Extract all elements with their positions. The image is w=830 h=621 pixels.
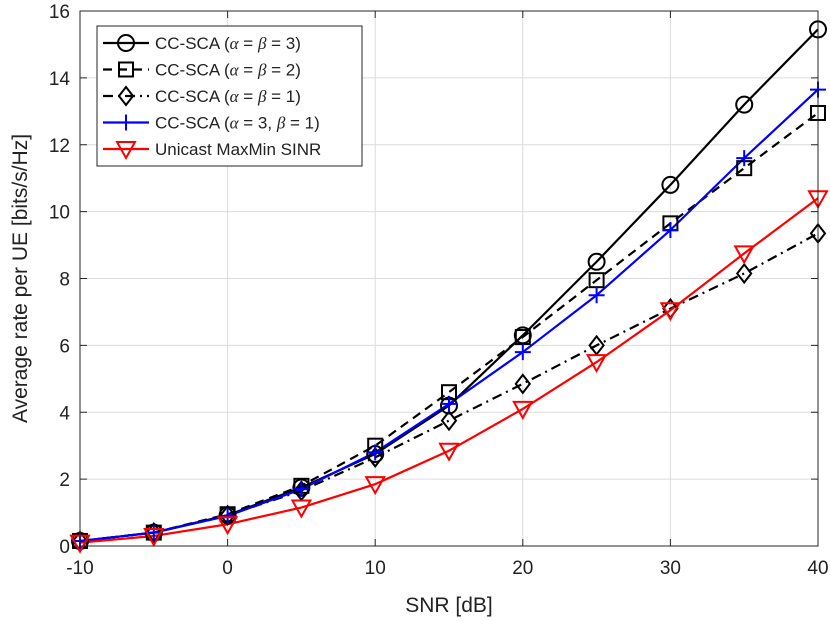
series-5-point: [733, 245, 755, 265]
x-tick-label: 0: [222, 558, 233, 579]
legend-label-1: CC-SCA (α = β = 3): [155, 34, 301, 53]
series-1-point: [587, 252, 606, 271]
x-tick-label: 40: [807, 558, 828, 579]
x-tick-label: 30: [660, 558, 681, 579]
legend: CC-SCA (α = β = 3) CC-SCA (α = β = 2) CC-S…: [96, 25, 363, 167]
x-tick-label: 20: [512, 558, 533, 579]
x-tick-label: 10: [365, 558, 386, 579]
series-5-point: [143, 527, 165, 548]
series-4-point: [145, 524, 162, 541]
x-axis-title: SNR [dB]: [405, 594, 493, 617]
legend-label-5: Unicast MaxMin SINR: [155, 140, 321, 159]
series-1-point: [661, 175, 680, 194]
series-4-point: [588, 287, 605, 304]
legend-marker-4: [118, 114, 134, 131]
series-4-point: [367, 444, 384, 461]
legend-marker-3: [117, 85, 135, 107]
legend-marker-5: [115, 141, 137, 161]
legend-marker-2: [118, 61, 134, 78]
series-4-point: [662, 222, 679, 239]
series-3-point: [440, 409, 458, 432]
legend-label-2: CC-SCA (α = β = 2): [155, 61, 301, 80]
y-tick-label: 8: [59, 270, 70, 291]
series-3-point: [735, 262, 753, 285]
series-3-point: [514, 373, 532, 395]
y-tick-label: 0: [59, 537, 70, 558]
series-2-point: [588, 272, 605, 289]
series-5-point: [290, 499, 313, 519]
legend-label-3: CC-SCA (α = β = 1): [155, 87, 301, 106]
series-1-point: [735, 95, 754, 114]
y-tick-label: 16: [49, 2, 70, 23]
series-5-point: [659, 302, 682, 322]
y-tick-label: 10: [49, 203, 70, 224]
y-tick-label: 12: [49, 136, 70, 157]
series-4-point: [293, 481, 310, 498]
series-4-point: [441, 395, 457, 412]
series-5-point: [512, 400, 534, 420]
series-2-point: [514, 329, 531, 346]
series-line-5: [79, 197, 819, 544]
x-tick-label: -10: [66, 558, 93, 579]
series-5-point: [585, 354, 608, 374]
y-tick-label: 14: [49, 69, 71, 90]
series-5-point: [216, 516, 239, 536]
series-line-3: [79, 232, 819, 543]
y-axis-title: Average rate per UE [bits/s/Hz]: [9, 134, 32, 423]
series-3-point: [219, 504, 236, 526]
legend-marker-1: [117, 34, 135, 52]
y-tick-label: 4: [59, 403, 70, 424]
y-tick-label: 6: [59, 336, 70, 357]
series-5-point: [364, 476, 386, 496]
y-tick-label: 2: [59, 470, 70, 491]
legend-label-4: CC-SCA (α = 3, β = 1): [155, 114, 320, 133]
series-3-point: [366, 446, 384, 469]
series-4-point: [736, 150, 753, 167]
series-5-point: [438, 442, 460, 462]
series-4-point: [514, 344, 531, 361]
series-4-point: [219, 507, 236, 524]
